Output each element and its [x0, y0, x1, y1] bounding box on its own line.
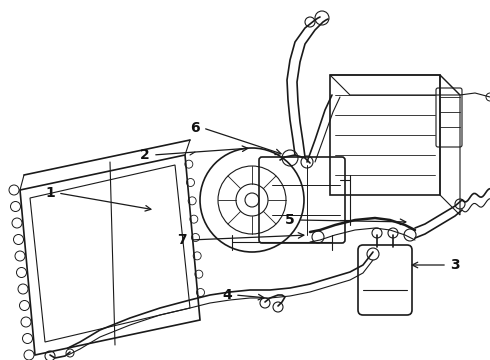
Text: 1: 1	[45, 186, 55, 200]
Text: 2: 2	[140, 148, 150, 162]
Text: 5: 5	[285, 213, 295, 227]
Text: 7: 7	[177, 233, 187, 247]
Text: 3: 3	[450, 258, 460, 272]
Text: 4: 4	[222, 288, 232, 302]
Text: 6: 6	[190, 121, 200, 135]
